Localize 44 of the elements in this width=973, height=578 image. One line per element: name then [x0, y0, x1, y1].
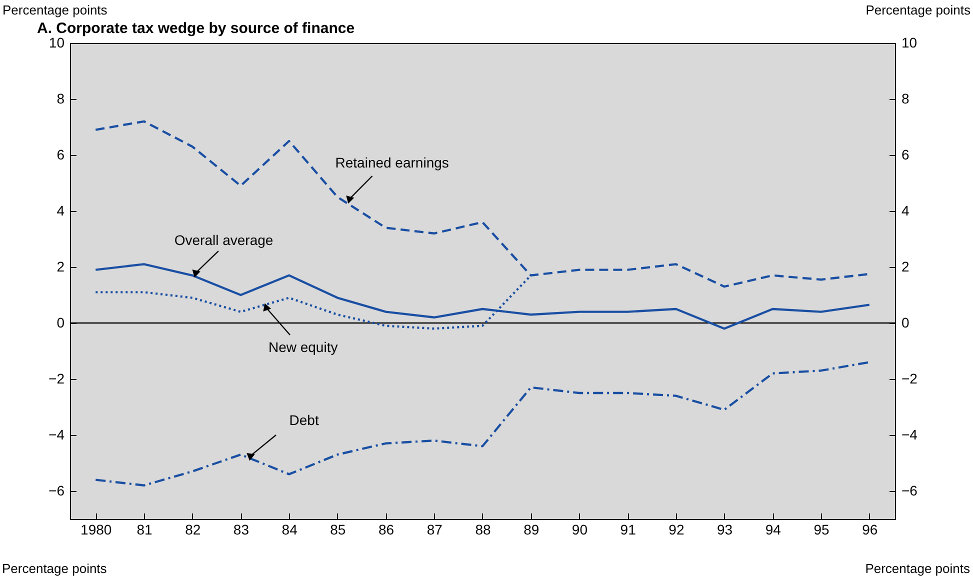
y2-tick-label: 8: [902, 90, 910, 106]
y2-tick-label: 10: [902, 34, 918, 50]
x-tick-label: 95: [814, 522, 830, 538]
chart-title: A. Corporate tax wedge by source of finance: [37, 20, 355, 37]
x-tick-label: 90: [572, 522, 588, 538]
x-tick-label: 96: [862, 522, 878, 538]
series-label: Retained earnings: [335, 154, 449, 170]
y-tick-label: −6: [48, 482, 65, 498]
y-tick-label: 8: [56, 90, 65, 106]
y-tick-label: 2: [56, 258, 65, 274]
y-tick-label: 0: [56, 314, 65, 330]
x-tick-label: 92: [668, 522, 684, 538]
x-tick-label: 86: [378, 522, 394, 538]
x-tick-label: 82: [185, 522, 201, 538]
x-tick-label: 94: [765, 522, 782, 538]
y-axis-title: Percentage points: [2, 2, 108, 18]
y2-tick-label: −6: [902, 482, 918, 498]
x-tick-label: 87: [426, 522, 443, 538]
x-tick-label: 85: [330, 522, 346, 538]
y2-axis-title: Percentage points: [866, 2, 971, 18]
y2-tick-label: −2: [902, 370, 918, 386]
x-tick-label: 89: [524, 522, 540, 538]
y2-tick-label: 6: [902, 146, 910, 162]
y-tick-label: −2: [48, 370, 65, 386]
y-tick-label: 6: [56, 146, 65, 162]
x-tick-label: 84: [282, 522, 298, 538]
y-tick-label: 4: [56, 202, 65, 218]
y-tick-label: 10: [48, 34, 65, 50]
y2-tick-label: 4: [902, 202, 910, 218]
x-tick-label: 91: [620, 522, 636, 538]
series-label: Overall average: [174, 232, 274, 248]
x-tick-label: 93: [717, 522, 733, 538]
y2-tick-label: −4: [902, 426, 918, 442]
x-tick-label: 83: [233, 522, 250, 538]
y2-tick-label: 0: [902, 314, 910, 330]
text: Percentage points: [865, 561, 970, 576]
x-tick-label: 1980: [80, 522, 112, 538]
x-tick-label: 81: [136, 522, 152, 538]
x-tick-label: 88: [475, 522, 491, 538]
text: Debt: [289, 412, 319, 428]
series-label: New equity: [268, 338, 338, 355]
y2-tick-label: 2: [902, 258, 910, 274]
text: Percentage points: [2, 561, 108, 576]
y-tick-label: −4: [48, 426, 65, 442]
